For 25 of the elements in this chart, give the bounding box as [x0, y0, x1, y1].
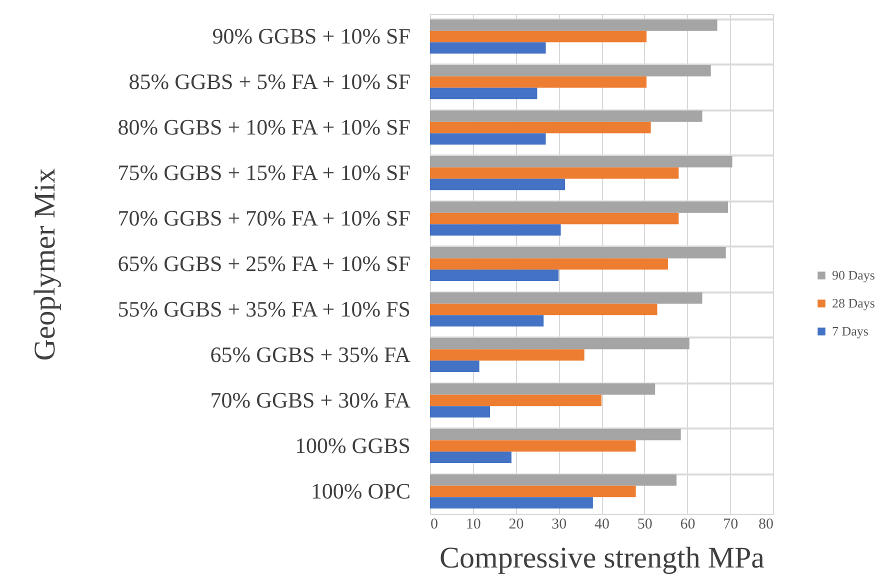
y-tick-label: 85% GGBS + 5% FA + 10% SF	[128, 69, 410, 94]
x-tick-label: 60	[680, 516, 696, 532]
x-tick-label: 30	[552, 516, 567, 532]
x-tick-label: 20	[508, 516, 524, 532]
y-tick-label: 80% GGBS + 10% FA + 10% SF	[118, 114, 410, 140]
y-tick-label: 70% GGBS + 70% FA + 10% SF	[118, 206, 410, 231]
x-axis-title: Compressive strength MPa	[440, 542, 764, 574]
y-tick-label: 65% GGBS + 25% FA + 10% SF	[118, 251, 410, 276]
legend-label: 90 Days	[832, 268, 875, 282]
x-tick-label: 0	[430, 516, 438, 532]
x-tick-label: 80	[758, 516, 774, 532]
legend-label: 7 Days	[832, 324, 868, 338]
x-tick-label: 50	[637, 516, 652, 532]
y-axis-title: Geoplymer Mix	[28, 168, 62, 361]
y-tick-label: 70% GGBS + 30% FA	[210, 387, 411, 412]
y-tick-label: 55% GGBS + 35% FA + 10% FS	[118, 296, 410, 322]
y-tick-label: 65% GGBS + 35% FA	[210, 342, 411, 367]
x-tick-label: 70	[723, 516, 738, 532]
x-tick-label: 40	[594, 516, 610, 532]
legend-label: 28 Days	[832, 296, 875, 310]
x-tick-label: 10	[466, 516, 481, 532]
y-tick-label: 100% GGBS	[294, 432, 410, 458]
y-tick-label: 100% OPC	[310, 478, 410, 504]
y-tick-label: 90% GGBS + 10% SF	[212, 24, 410, 49]
y-tick-label: 75% GGBS + 15% FA + 10% SF	[118, 160, 410, 186]
